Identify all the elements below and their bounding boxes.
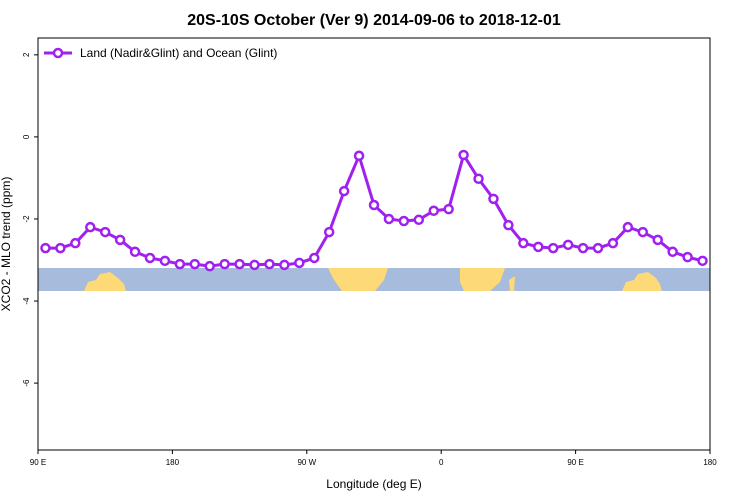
data-point xyxy=(40,242,51,254)
data-point xyxy=(85,221,96,233)
data-point xyxy=(592,242,604,254)
land-australia xyxy=(622,272,662,291)
x-tick-label: 90 W xyxy=(297,458,316,467)
data-point xyxy=(234,258,245,270)
land-australia xyxy=(84,272,126,291)
data-point xyxy=(458,149,469,161)
data-point xyxy=(55,242,66,254)
chart-title: 20S-10S October (Ver 9) 2014-09-06 to 20… xyxy=(187,12,561,29)
data-point xyxy=(144,252,156,264)
data-point xyxy=(607,237,619,249)
data-point xyxy=(398,215,410,227)
data-point xyxy=(338,185,350,197)
y-tick-label: -2 xyxy=(22,215,31,223)
data-point xyxy=(189,258,201,270)
data-point xyxy=(443,203,454,215)
data-point xyxy=(249,259,260,271)
data-point xyxy=(174,258,186,270)
data-point xyxy=(562,239,574,251)
data-point xyxy=(70,237,81,249)
data-point xyxy=(577,242,589,254)
land-africa xyxy=(460,268,505,291)
data-point xyxy=(353,150,365,162)
data-point xyxy=(159,255,171,267)
map-strip xyxy=(38,268,710,291)
data-point xyxy=(697,255,708,267)
data-point xyxy=(413,214,425,226)
data-point xyxy=(114,234,126,246)
legend-label: Land (Nadir&Glint) and Ocean (Glint) xyxy=(80,46,277,60)
x-tick-label: 90 E xyxy=(30,458,46,467)
data-point xyxy=(264,258,275,270)
data-point xyxy=(547,242,559,254)
data-point xyxy=(323,226,335,238)
data-point xyxy=(473,173,484,185)
data-point xyxy=(503,219,514,231)
data-point xyxy=(667,246,678,258)
data-point xyxy=(279,259,290,271)
legend-marker xyxy=(52,47,64,59)
data-point xyxy=(652,234,663,246)
x-tick-label: 0 xyxy=(439,458,444,467)
data-point xyxy=(368,199,380,211)
data-point xyxy=(309,252,320,264)
data-point xyxy=(294,257,305,269)
data-line xyxy=(45,151,703,268)
plot-frame xyxy=(37,37,711,451)
data-point xyxy=(204,260,215,272)
land-madagascar xyxy=(509,276,515,291)
x-axis-label: Longitude (deg E) xyxy=(326,477,421,491)
data-point xyxy=(219,258,230,270)
y-tick-label: 0 xyxy=(22,134,31,139)
data-point xyxy=(682,251,693,263)
data-point xyxy=(518,237,529,249)
data-point xyxy=(533,241,544,253)
land-south-america xyxy=(328,268,388,291)
y-tick-label: -6 xyxy=(22,379,31,387)
data-point xyxy=(99,226,111,238)
data-point xyxy=(383,213,395,225)
x-tick-label: 180 xyxy=(703,458,717,467)
x-tick-label: 180 xyxy=(166,458,180,467)
y-axis-label: XCO2 - MLO trend (ppm) xyxy=(0,177,13,312)
data-point xyxy=(622,221,634,233)
data-point xyxy=(488,193,499,205)
data-point xyxy=(637,226,649,238)
y-tick-label: -4 xyxy=(22,297,31,305)
data-point xyxy=(428,205,439,217)
x-tick-label: 90 E xyxy=(567,458,583,467)
y-tick-label: 2 xyxy=(22,52,31,57)
data-point xyxy=(129,246,141,258)
